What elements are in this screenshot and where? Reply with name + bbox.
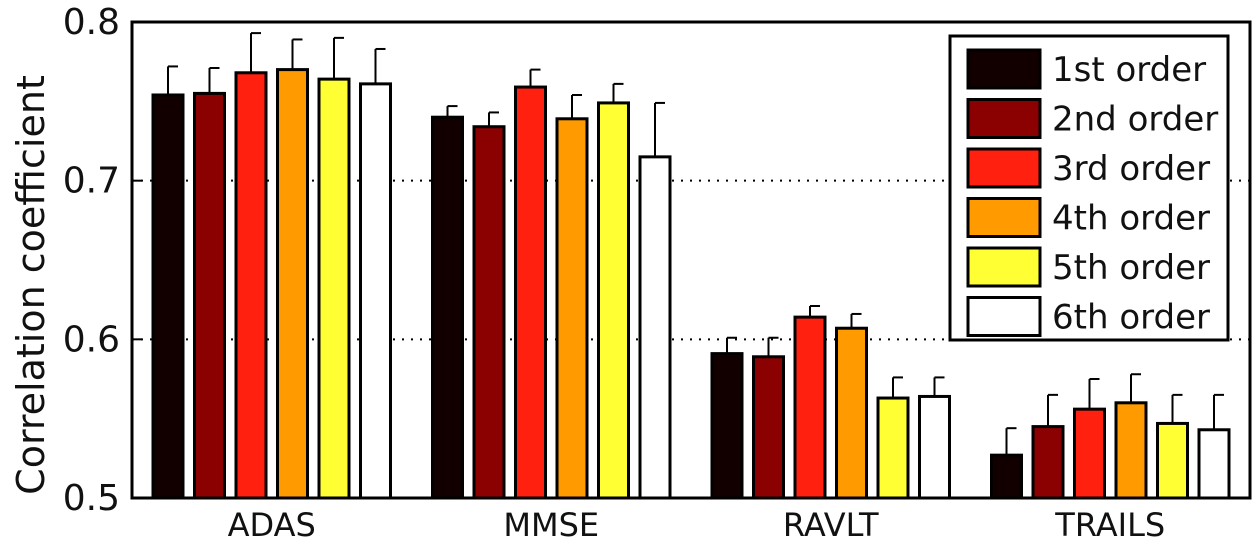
- bar-group: [793, 305, 827, 500]
- bar: [359, 82, 392, 500]
- legend-swatch: [966, 296, 1042, 337]
- x-tick-label: RAVLT: [783, 506, 879, 544]
- bar-group: [1031, 393, 1065, 500]
- y-tick-label: 0.8: [63, 2, 120, 43]
- bar-group: [234, 32, 268, 500]
- bar: [876, 396, 910, 500]
- bar: [234, 71, 268, 500]
- bar-group: [876, 376, 910, 500]
- legend-label: 2nd order: [1052, 100, 1218, 140]
- bar-group: [276, 38, 309, 500]
- bar-group: [1073, 378, 1106, 500]
- bar-group: [752, 336, 785, 500]
- bar-group: [1197, 393, 1231, 500]
- legend-label: 3rd order: [1052, 149, 1210, 189]
- y-axis-ticks: 0.5 0.6 0.7 0.8: [63, 2, 142, 519]
- bar: [918, 394, 951, 500]
- bar: [193, 91, 226, 500]
- x-axis-categories: ADAS MMSE RAVLT TRAILS: [228, 506, 1166, 544]
- legend-label: 4th order: [1052, 199, 1210, 239]
- y-axis-label: Correlation coefficient: [9, 75, 53, 495]
- bar-group: [597, 82, 630, 500]
- grid-lines: [132, 179, 1250, 341]
- legend-swatch: [966, 246, 1042, 288]
- bars: [151, 32, 1231, 500]
- y-tick-label: 0.7: [63, 161, 120, 202]
- bar-group: [151, 65, 185, 500]
- x-tick-label: TRAILS: [1054, 506, 1165, 544]
- bar: [710, 352, 744, 500]
- x-tick-label: ADAS: [228, 506, 316, 544]
- bar-group: [918, 376, 951, 500]
- x-tick-label: MMSE: [503, 506, 599, 544]
- bar: [1114, 401, 1148, 500]
- bar-group: [1114, 373, 1148, 500]
- bar-group: [638, 101, 672, 500]
- bar: [1073, 407, 1106, 500]
- bar: [752, 355, 785, 500]
- bar-group: [990, 427, 1023, 500]
- legend-label: 1st order: [1052, 50, 1206, 90]
- bar: [472, 125, 506, 500]
- bar: [793, 315, 827, 500]
- bar: [835, 326, 868, 500]
- legend-swatch: [966, 197, 1042, 238]
- bar: [151, 93, 185, 500]
- bar: [431, 115, 464, 500]
- bar: [514, 85, 547, 500]
- bar-group: [710, 336, 744, 500]
- bar-group: [835, 312, 868, 500]
- bar: [276, 68, 309, 500]
- bar-group: [431, 105, 464, 500]
- bar: [317, 77, 351, 500]
- y-tick-label: 0.5: [63, 478, 120, 519]
- bar: [990, 453, 1023, 500]
- bar: [1197, 428, 1231, 500]
- legend-label: 6th order: [1052, 298, 1210, 338]
- bar: [1031, 425, 1065, 500]
- bar-group: [555, 93, 589, 500]
- plot-frame: [130, 20, 1252, 500]
- bar: [555, 117, 589, 500]
- bar-group: [1156, 393, 1189, 500]
- legend-swatch: [966, 48, 1042, 90]
- legend-swatch: [966, 147, 1042, 189]
- bar-group: [514, 68, 547, 500]
- legend-swatch: [966, 98, 1042, 139]
- bar-group: [317, 36, 351, 500]
- bar-group: [193, 67, 226, 500]
- legend: 1st order 2nd order 3rd order 4th order 5th …: [948, 34, 1230, 342]
- bar: [1156, 421, 1189, 500]
- bar-group: [472, 111, 506, 500]
- bar-group: [359, 47, 392, 500]
- legend-label: 5th order: [1052, 248, 1210, 288]
- bar: [597, 101, 630, 500]
- y-tick-label: 0.6: [63, 319, 120, 360]
- bar: [638, 155, 672, 500]
